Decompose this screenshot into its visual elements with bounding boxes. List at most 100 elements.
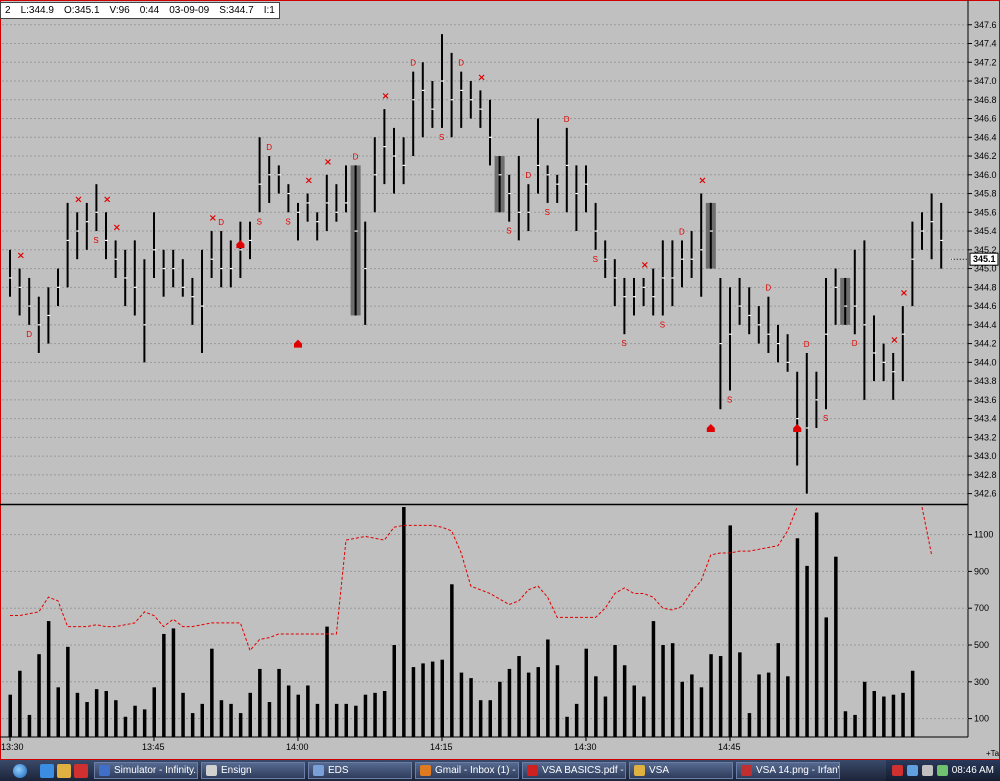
chart-background <box>0 0 1000 760</box>
price-tick-label: 344.2 <box>974 339 997 349</box>
taskbar-button-label: VSA 14.png - IrfanV... <box>756 765 839 776</box>
taskbar-button[interactable]: Simulator - Infinity... <box>94 762 198 779</box>
volume-bar <box>142 709 147 737</box>
volume-average-line-tail <box>921 506 933 555</box>
taskbar-button-label: Ensign <box>221 765 252 776</box>
volume-bar <box>718 656 723 737</box>
time-tick-label: 14:15 <box>430 742 453 752</box>
price-tick-label: 344.4 <box>974 320 997 330</box>
price-tick-label: 343.2 <box>974 432 997 442</box>
irfanview-icon <box>741 765 752 776</box>
volume-bar <box>94 689 99 737</box>
volume-bar <box>8 694 12 737</box>
taskbar-button[interactable]: VSA BASICS.pdf - A... <box>522 762 626 779</box>
volume-bar <box>872 691 876 737</box>
volume-bar <box>738 652 742 737</box>
start-button[interactable] <box>0 760 40 781</box>
d-marker: D <box>804 340 810 349</box>
volume-bar <box>181 692 185 737</box>
volume-tick-label: 300 <box>974 677 989 687</box>
folder-icon[interactable] <box>57 763 71 778</box>
volume-bar <box>114 700 118 737</box>
info-field: 2 <box>5 5 11 16</box>
eds-icon <box>313 765 324 776</box>
taskbar-button[interactable]: Ensign <box>201 762 305 779</box>
ie-icon[interactable] <box>40 763 54 778</box>
taskbar-button[interactable]: Gmail - Inbox (1) - ... <box>415 762 519 779</box>
price-tick-label: 347.6 <box>974 20 997 30</box>
volume-icon[interactable] <box>921 765 933 776</box>
windows-logo-icon <box>13 763 27 778</box>
x-marker: × <box>209 213 217 224</box>
up-arrow-marker <box>793 423 802 432</box>
volume-bar <box>699 687 704 737</box>
volume-bar <box>478 700 483 737</box>
volume-bar <box>651 621 656 737</box>
price-tick-label: 347.2 <box>974 57 997 67</box>
x-marker: × <box>17 251 25 262</box>
time-tick-label: 14:00 <box>286 742 309 752</box>
volume-bar <box>421 663 425 737</box>
volume-bar <box>248 692 252 737</box>
volume-bar <box>613 645 617 737</box>
taskbar-button[interactable]: VSA 14.png - IrfanV... <box>736 762 840 779</box>
taskbar-button-label: Simulator - Infinity... <box>114 765 198 776</box>
time-tick-label: 13:30 <box>1 742 24 752</box>
info-field: S:344.7 <box>219 5 254 16</box>
price-volume-chart[interactable]: 347.6 347.4 347.2 347.0 346.8 346.6 346.4 346.2… <box>0 0 1000 760</box>
power-icon[interactable] <box>936 765 948 776</box>
x-marker: × <box>74 194 82 205</box>
time-axis: 13:30 13:45 14:00 14:15 14:30 14:45 <box>1 737 741 752</box>
price-tick-label: 346.0 <box>974 170 997 180</box>
time-tick-label: 13:45 <box>142 742 165 752</box>
volume-bar <box>622 665 627 737</box>
time-tick-label: 14:45 <box>718 742 741 752</box>
d-marker: D <box>679 227 685 236</box>
volume-bar <box>37 654 41 737</box>
price-tick-label: 345.0 <box>974 264 997 274</box>
volume-bar <box>555 665 560 737</box>
volume-bar <box>296 694 300 737</box>
windows-taskbar: Simulator - Infinity... Ensign EDS Gmail - … <box>0 760 1000 781</box>
volume-bar <box>152 687 156 737</box>
volume-bar <box>334 703 339 737</box>
taskbar-button[interactable]: VSA <box>629 762 733 779</box>
volume-bar <box>843 711 848 737</box>
last-price-label: 345.1 <box>973 254 996 264</box>
x-marker: × <box>698 176 706 187</box>
chart-area[interactable]: 347.6 347.4 347.2 347.0 346.8 346.6 346.4 346.2… <box>0 0 1000 760</box>
price-tick-label: 345.6 <box>974 207 997 217</box>
taskbar-button-label: VSA BASICS.pdf - A... <box>542 765 625 776</box>
ohlc-info-bar: 2 L:344.9 O:345.1 V:96 0:44 03-09-09 S:344.7 I:… <box>0 2 280 19</box>
network-icon[interactable] <box>906 765 918 776</box>
volume-bar <box>430 661 435 737</box>
clock[interactable]: 08:46 AM <box>951 765 994 776</box>
volume-tick-label: 900 <box>974 566 989 576</box>
volume-bar <box>526 672 531 737</box>
volume-bar <box>85 702 89 737</box>
s-marker: S <box>545 208 550 217</box>
volume-bar <box>306 685 310 737</box>
quick-launch-bar <box>40 763 88 778</box>
volume-bar <box>690 674 694 737</box>
firefox-icon <box>420 765 431 776</box>
taskbar-button[interactable]: EDS <box>308 762 412 779</box>
volume-bar <box>200 703 204 737</box>
d-marker: D <box>852 339 858 348</box>
volume-bar <box>709 654 713 737</box>
taskbar-button-label: VSA <box>649 765 670 776</box>
up-arrow-marker <box>706 423 715 432</box>
app-icon[interactable] <box>74 763 88 778</box>
volume-bar <box>450 584 454 737</box>
volume-bar <box>594 676 598 737</box>
volume-bar <box>661 645 665 737</box>
volume-bar <box>642 696 646 737</box>
d-marker: D <box>564 115 570 124</box>
taskbar-button-label: EDS <box>328 765 349 776</box>
price-tick-label: 346.2 <box>974 151 997 161</box>
shield-icon[interactable] <box>891 765 903 776</box>
info-field: 03-09-09 <box>169 5 210 16</box>
volume-bar <box>123 716 128 737</box>
